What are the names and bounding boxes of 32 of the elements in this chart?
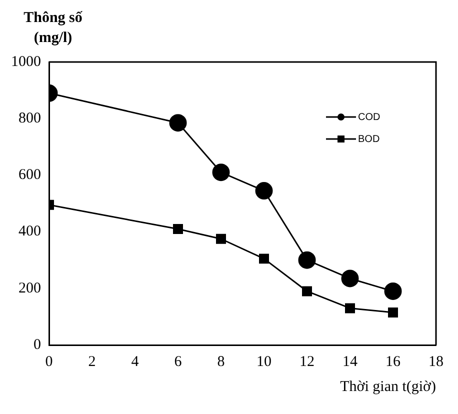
- x-tick-label: 8: [217, 354, 225, 370]
- point: [169, 114, 187, 132]
- y-tick-label: 800: [18, 110, 41, 127]
- x-axis-title: Thời gian t(giờ): [340, 378, 436, 395]
- point: [259, 254, 269, 264]
- point: [173, 224, 183, 234]
- y-axis-title: Thông số (mg/l): [22, 9, 84, 48]
- y-tick-label: 400: [18, 224, 41, 240]
- point: [345, 303, 355, 314]
- x-tick-label: 2: [88, 354, 96, 370]
- point: [388, 307, 398, 318]
- point: [216, 234, 226, 244]
- legend-label: BOD: [358, 134, 380, 145]
- point: [302, 286, 312, 296]
- point: [212, 164, 230, 182]
- x-tick-label: 12: [300, 354, 314, 370]
- y-tick-label: 0: [34, 336, 41, 353]
- point: [384, 282, 402, 300]
- point: [298, 251, 316, 269]
- point: [341, 270, 359, 288]
- y-tick-label: 600: [18, 167, 41, 184]
- x-tick-label: 14: [342, 354, 358, 370]
- x-tick-label: 16: [386, 354, 401, 370]
- x-tick-label: 4: [131, 354, 140, 370]
- x-tick-label: 10: [256, 354, 272, 370]
- x-tick-label: 6: [174, 354, 182, 370]
- legend-label: COD: [358, 112, 380, 123]
- x-tick-label: 0: [45, 354, 53, 370]
- x-tick-label: 18: [428, 354, 444, 370]
- y-tick-label: 200: [18, 280, 41, 296]
- y-tick-label: 1000: [11, 54, 41, 70]
- point: [255, 182, 273, 200]
